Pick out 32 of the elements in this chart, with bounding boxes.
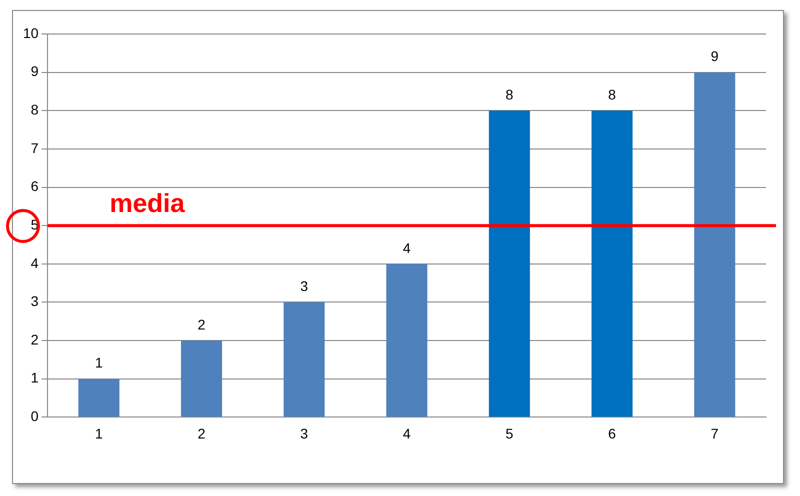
y-tick-label: 8 (30, 102, 39, 118)
x-tick-label: 7 (710, 425, 719, 442)
data-label: 3 (300, 278, 308, 294)
x-tick-label: 3 (300, 425, 308, 442)
bar (488, 110, 530, 417)
y-tick-label: 7 (30, 140, 39, 156)
data-label: 4 (402, 240, 411, 256)
y-tick-label: 9 (30, 63, 39, 80)
y-tick-label: 2 (30, 331, 39, 348)
x-tick-label: 5 (506, 425, 514, 442)
bar (386, 264, 428, 417)
bar (284, 302, 325, 417)
data-label: 2 (198, 316, 206, 332)
y-tick-label: 0 (30, 408, 39, 424)
data-label: 9 (710, 48, 719, 64)
bar (592, 110, 633, 417)
ref-line-label: media (110, 188, 186, 218)
data-label: 8 (506, 86, 514, 102)
data-label: 1 (94, 354, 103, 371)
y-tick-label: 6 (30, 178, 39, 194)
bar (694, 72, 736, 417)
x-tick-label: 6 (608, 425, 616, 442)
y-tick-label: 10 (22, 24, 39, 41)
data-label: 8 (608, 86, 616, 102)
bar (180, 340, 222, 417)
bar (78, 378, 120, 417)
x-tick-label: 4 (402, 425, 411, 442)
x-tick-label: 2 (198, 425, 206, 442)
x-tick-label: 1 (94, 425, 103, 442)
y-tick-label: 1 (30, 370, 39, 386)
y-tick-label: 4 (30, 254, 39, 271)
y-tick-label: 3 (30, 293, 39, 310)
